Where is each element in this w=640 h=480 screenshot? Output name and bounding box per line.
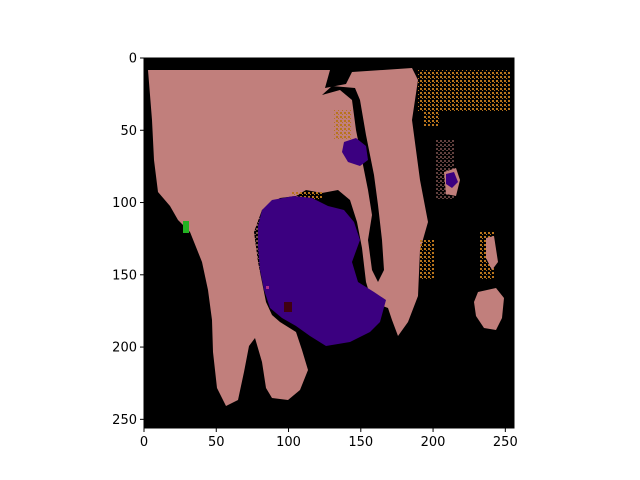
y-tick-label: 200 xyxy=(112,341,137,356)
magenta-dot xyxy=(266,286,269,289)
small-blob-right xyxy=(446,172,458,188)
dark-mark xyxy=(284,302,292,312)
small-blob-upper xyxy=(342,138,368,166)
x-tick-label: 200 xyxy=(421,435,446,450)
x-tick-label: 150 xyxy=(348,435,373,450)
y-tick-label: 100 xyxy=(112,196,137,211)
x-axis: 0 50 100 150 200 250 xyxy=(140,428,518,450)
y-axis: 0 50 100 150 200 250 xyxy=(112,52,144,428)
x-tick-label: 50 xyxy=(208,435,225,450)
y-tick-label: 150 xyxy=(112,268,137,283)
channel-gap xyxy=(322,86,384,282)
speckle-clusters xyxy=(248,70,510,280)
segmentation-image xyxy=(144,58,514,428)
axes-frame xyxy=(143,57,515,429)
y-tick-label: 0 xyxy=(129,52,137,67)
x-tick-label: 100 xyxy=(276,435,301,450)
y-tick-label: 50 xyxy=(120,124,137,139)
green-mark xyxy=(183,221,189,233)
x-tick-label: 0 xyxy=(140,435,148,450)
y-tick-label: 250 xyxy=(112,413,137,428)
x-tick-label: 250 xyxy=(493,435,518,450)
